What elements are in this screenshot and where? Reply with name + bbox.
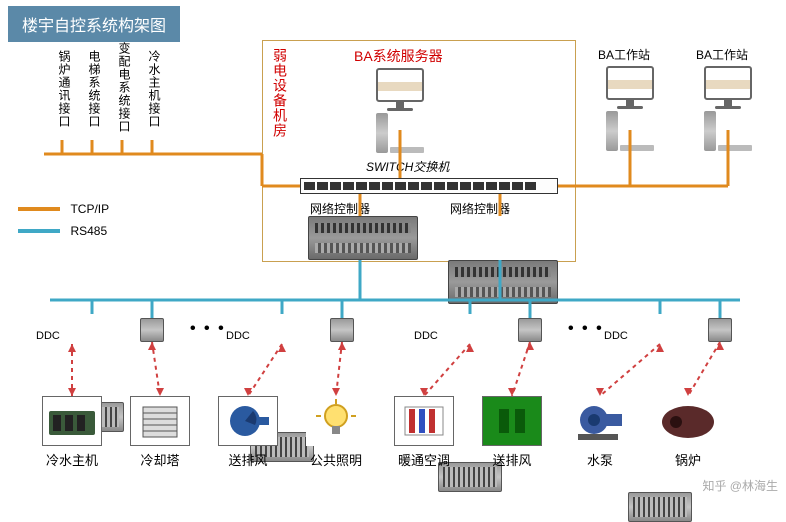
ddc-box-4	[628, 492, 692, 522]
watermark: 知乎 @林海生	[702, 477, 778, 494]
switch-label: SWITCH交换机	[366, 158, 449, 175]
ddc-small-2	[330, 318, 354, 342]
equip-boiler-label: 锅炉	[658, 450, 718, 469]
interface-power-label: 变配电系统接口	[116, 42, 133, 133]
netctrl-label-1: 网络控制器	[310, 200, 370, 217]
equip-fan1: 送排风	[218, 396, 278, 469]
ddc-label-3: DDC	[414, 330, 438, 342]
dots-1: • • •	[190, 320, 226, 338]
equip-chiller: 冷水主机	[42, 396, 102, 469]
light-icon	[306, 396, 366, 446]
fan-icon-2	[482, 396, 542, 446]
ba-workstation-2-icon	[700, 66, 756, 151]
cooling-tower-icon	[130, 396, 190, 446]
network-controller-1	[308, 216, 418, 260]
server-room-side-label: 弱电设备机房	[270, 48, 290, 138]
equip-tower-label: 冷却塔	[130, 450, 190, 469]
ddc-small-1	[140, 318, 164, 342]
ba-workstation-1-icon	[602, 66, 658, 151]
equip-light: 公共照明	[306, 396, 366, 469]
equip-boiler: 锅炉	[658, 396, 718, 469]
ddc-label-1: DDC	[36, 330, 60, 342]
dots-2: • • •	[568, 320, 604, 338]
ba-workstation-label-2: BA工作站	[696, 46, 748, 63]
equip-tower: 冷却塔	[130, 396, 190, 469]
fan-icon-1	[218, 396, 278, 446]
ddc-label-2: DDC	[226, 330, 250, 342]
pump-icon	[570, 396, 630, 446]
ddc-small-4	[708, 318, 732, 342]
ba-server-label: BA系统服务器	[354, 46, 443, 66]
interface-elevator-label: 电梯系统接口	[86, 50, 103, 128]
equip-fan1-label: 送排风	[218, 450, 278, 469]
equip-pump-label: 水泵	[570, 450, 630, 469]
legend-rs485-swatch	[18, 229, 60, 233]
ba-workstation-label-1: BA工作站	[598, 46, 650, 63]
legend-tcpip-swatch	[18, 207, 60, 211]
equip-fan2: 送排风	[482, 396, 542, 469]
legend-tcpip-text: TCP/IP	[70, 202, 109, 216]
equip-hvac: 暖通空调	[394, 396, 454, 469]
equip-pump: 水泵	[570, 396, 630, 469]
boiler-icon	[658, 396, 718, 446]
hvac-icon	[394, 396, 454, 446]
legend-rs485: RS485	[18, 222, 107, 240]
network-controller-2	[448, 260, 558, 304]
legend-tcpip: TCP/IP	[18, 200, 109, 218]
equip-light-label: 公共照明	[306, 450, 366, 469]
diagram-title: 楼宇自控系统构架图	[8, 6, 180, 42]
equip-hvac-label: 暖通空调	[394, 450, 454, 469]
equip-fan2-label: 送排风	[482, 450, 542, 469]
ba-server-icon	[372, 68, 428, 153]
chiller-icon	[42, 396, 102, 446]
ddc-label-4: DDC	[604, 330, 628, 342]
switch-icon	[300, 178, 558, 194]
interface-chiller-label: 冷水主机接口	[146, 50, 163, 128]
legend-rs485-text: RS485	[70, 224, 107, 238]
interface-boiler-label: 锅炉通讯接口	[56, 50, 73, 128]
equip-chiller-label: 冷水主机	[42, 450, 102, 469]
netctrl-label-2: 网络控制器	[450, 200, 510, 217]
ddc-small-3	[518, 318, 542, 342]
